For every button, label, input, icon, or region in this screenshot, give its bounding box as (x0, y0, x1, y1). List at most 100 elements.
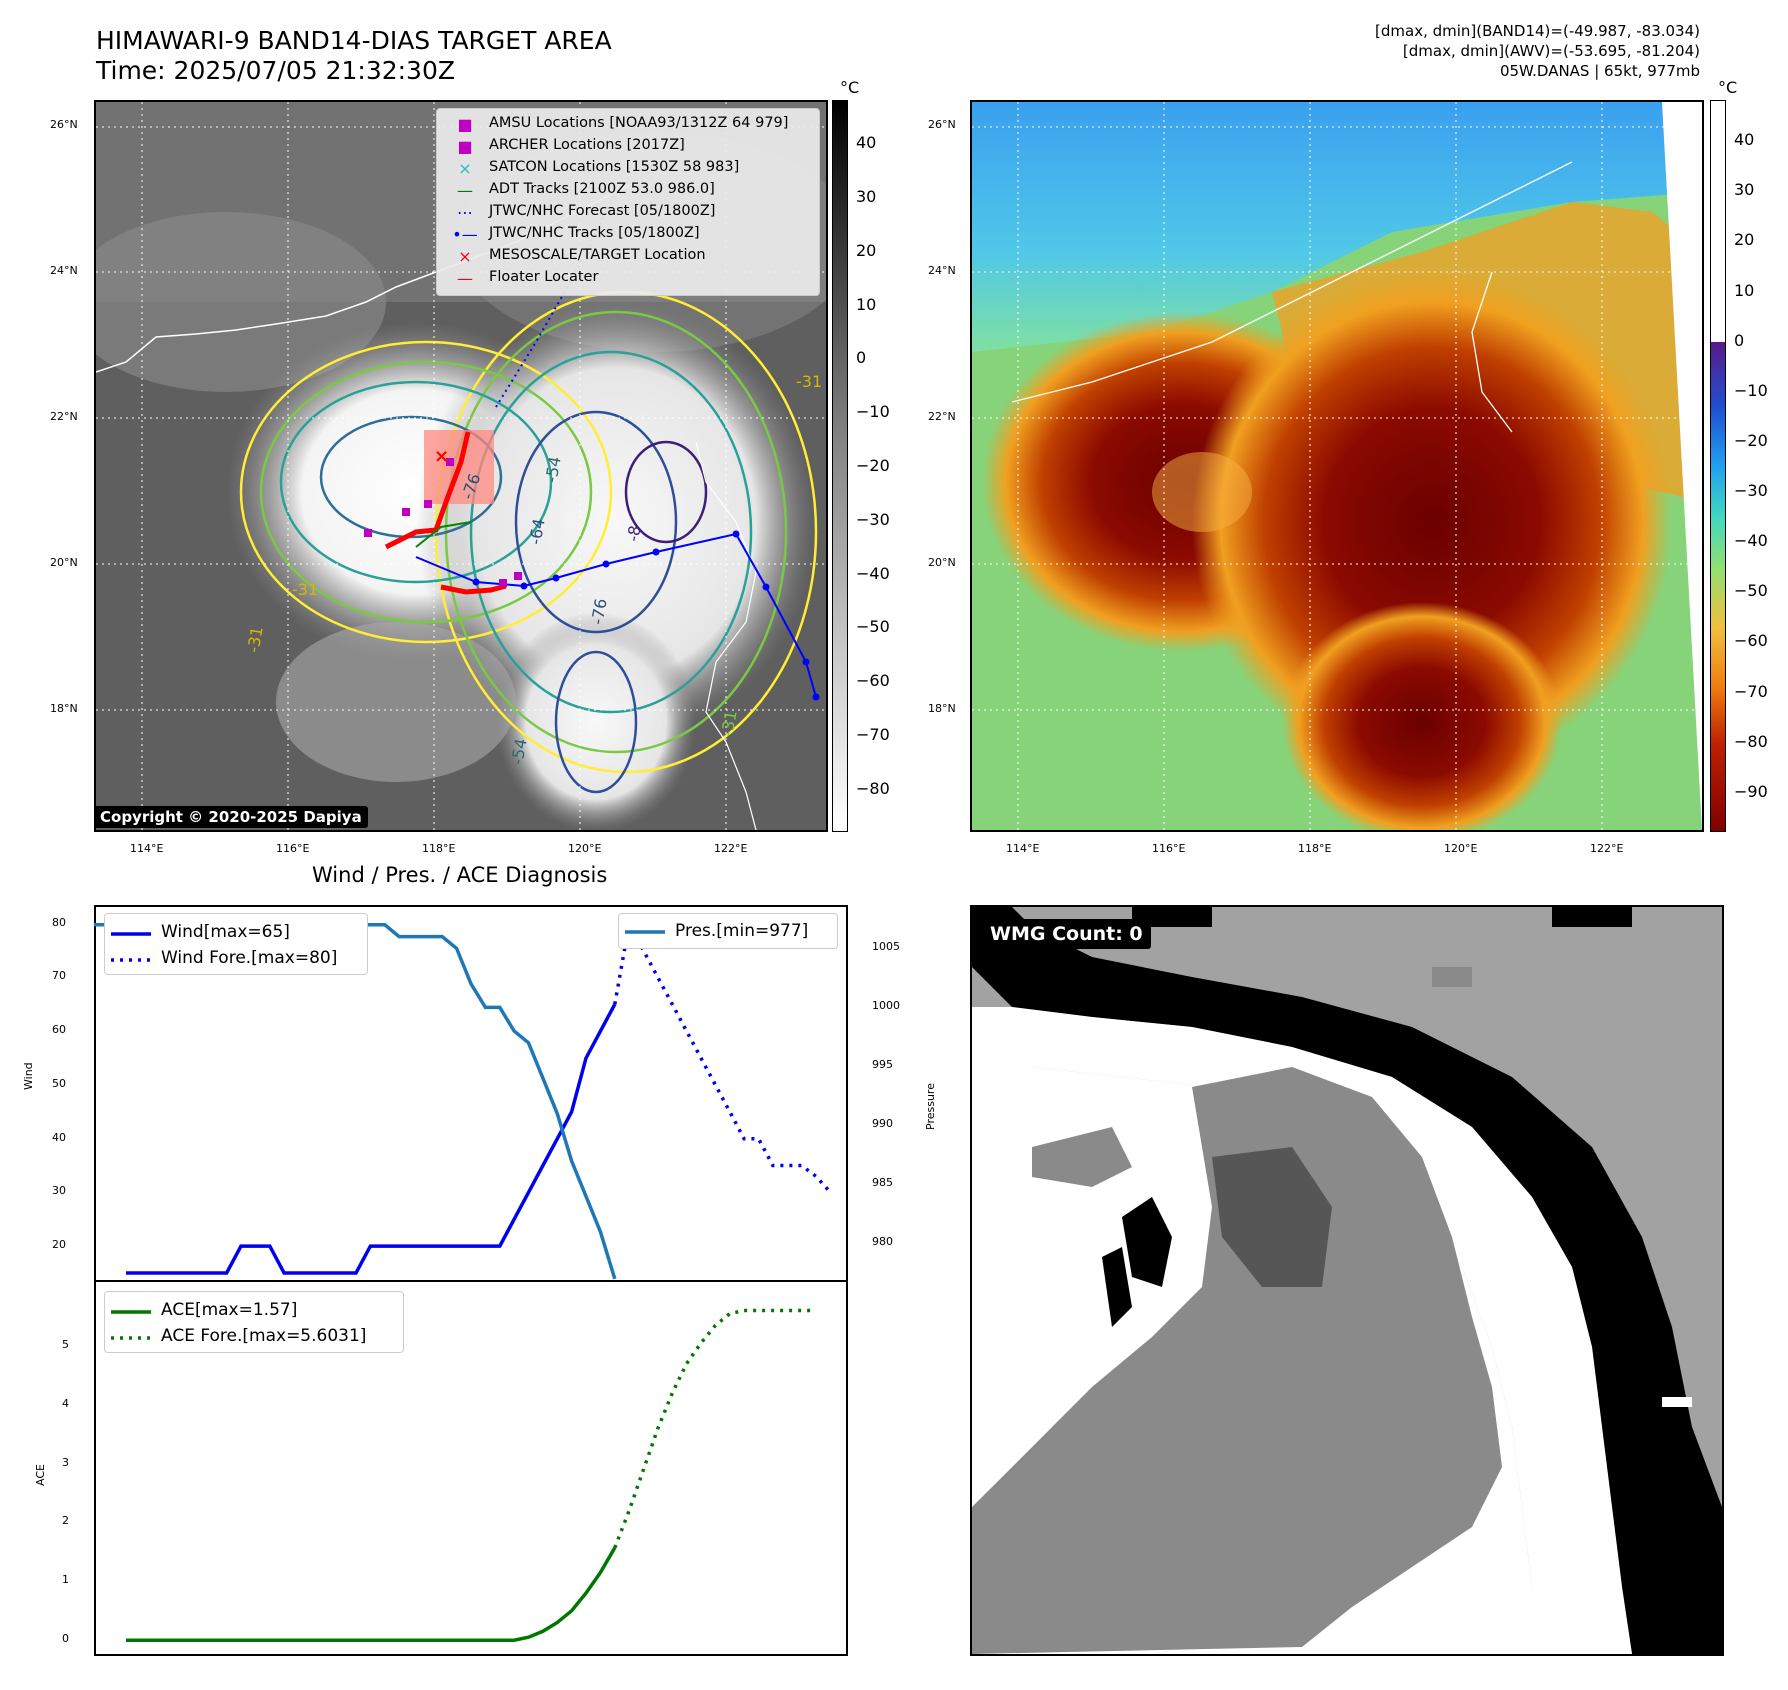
wind-tick-label: 20 (52, 1238, 66, 1252)
lat-tick: 20°N (50, 556, 78, 569)
gray-colorbar-tick: −60 (856, 671, 890, 691)
color-colorbar-tick: −40 (1734, 531, 1768, 551)
wmg-panel: WMG Count: 0 (970, 905, 1724, 1656)
color-colorbar-tick: 0 (1734, 330, 1745, 350)
lon-tick: 116°E (276, 842, 310, 855)
lat-tick: 20°N (928, 556, 956, 569)
wind-tick-label: 30 (52, 1184, 66, 1198)
pressure-series-line (54, 923, 617, 1280)
gray-colorbar-tick: −70 (856, 725, 890, 745)
legend-label: AMSU Locations [NOAA93/1312Z 64 979] (489, 115, 789, 131)
gray-colorbar-tick: 20 (856, 240, 877, 260)
legend-symbol: × (458, 247, 472, 266)
legend-label: JTWC/NHC Tracks [05/1800Z] (489, 225, 700, 241)
color-colorbar-tick: −70 (1734, 681, 1768, 701)
lat-tick: 18°N (928, 702, 956, 715)
dmax-awv-text: [dmax, dmin](AWV)=(-53.695, -81.204) (1402, 42, 1700, 60)
gray-colorbar-tick: 30 (856, 186, 877, 206)
gray-colorbar-tick: −40 (856, 563, 890, 583)
diagnosis-title: Wind / Pres. / ACE Diagnosis (312, 863, 608, 887)
contour-label: -8 (623, 523, 645, 544)
legend-label: JTWC/NHC Forecast [05/1800Z] (489, 203, 716, 219)
lat-tick: 24°N (50, 264, 78, 277)
figure-title-line2: Time: 2025/07/05 21:32:30Z (96, 56, 455, 85)
lon-tick: 120°E (1444, 842, 1478, 855)
ace-plot-frame (94, 1280, 848, 1656)
lon-tick: 114°E (1006, 842, 1040, 855)
color-colorbar-tick: −50 (1734, 581, 1768, 601)
wind-tick-label: 50 (52, 1076, 66, 1090)
wind-series-line (126, 1003, 617, 1275)
legend-item-jtwc-tracks: •— JTWC/NHC Tracks [05/1800Z] (437, 225, 819, 247)
pressure-tick-label: 1005 (872, 940, 900, 954)
wind-legend: Wind[max=65] Wind Fore.[max=80] (104, 913, 368, 975)
awv-map-panel (970, 100, 1704, 832)
pressure-axis-label: Pressure (924, 1083, 937, 1130)
legend-symbol: ■ (457, 137, 473, 156)
wind-axis-label: Wind (22, 1062, 35, 1090)
ace-tick-label: 2 (62, 1514, 69, 1528)
legend-symbol: •— (452, 225, 478, 244)
ace-legend-swatches (111, 1310, 151, 1340)
adt-track (415, 521, 472, 548)
contour-label: -31 (796, 372, 823, 391)
color-colorbar-tick: 20 (1734, 230, 1755, 250)
legend-label: MESOSCALE/TARGET Location (489, 247, 706, 263)
lon-tick: 118°E (422, 842, 456, 855)
wind-tick-label: 70 (52, 969, 66, 983)
gray-colorbar-tick: 40 (856, 133, 877, 153)
pressure-legend: Pres.[min=977] (618, 913, 838, 949)
ace-tick-label: 5 (62, 1337, 69, 1351)
legend-item-adt: — ADT Tracks [2100Z 53.0 986.0] (437, 181, 819, 203)
lat-tick: 18°N (50, 702, 78, 715)
ace-tick-label: 0 (62, 1632, 69, 1646)
contour-label: -31 (292, 580, 319, 599)
awv-map-image (972, 102, 1702, 830)
wind-legend-swatches (111, 932, 151, 962)
wmg-count-badge: WMG Count: 0 (982, 919, 1151, 949)
color-colorbar-tick: −60 (1734, 631, 1768, 651)
lat-tick: 22°N (50, 410, 78, 423)
ace-series-line (126, 1546, 617, 1642)
wmg-image (972, 907, 1722, 1654)
pressure-legend-swatch (625, 930, 665, 934)
lon-tick: 122°E (714, 842, 748, 855)
ace-legend: ACE[max=1.57] ACE Fore.[max=5.6031] (104, 1291, 404, 1353)
pressure-tick-label: 985 (872, 1176, 893, 1190)
legend-item-satcon: × SATCON Locations [1530Z 58 983] (437, 159, 819, 181)
diagnosis-chart-svg (54, 905, 848, 1656)
amsu-locations (364, 458, 522, 587)
color-colorbar-tick: −80 (1734, 731, 1768, 751)
wind-forecast-legend-label: Wind Fore.[max=80] (161, 948, 338, 968)
diagnosis-chart: Wind[max=65] Wind Fore.[max=80] Pres.[mi… (54, 905, 848, 1656)
ir-map-legend: ■ AMSU Locations [NOAA93/1312Z 64 979] ■… (436, 108, 820, 296)
pressure-tick-label: 995 (872, 1058, 893, 1072)
ir-map-panel: × -31 -54 -76 -64 -8 -76 -31 -31 -31 -54… (94, 100, 828, 832)
ace-forecast-legend-label: ACE Fore.[max=5.6031] (161, 1326, 367, 1346)
wind-tick-label: 40 (52, 1130, 66, 1144)
dmax-band14-text: [dmax, dmin](BAND14)=(-49.987, -83.034) (1375, 22, 1700, 40)
gray-colorbar-tick: −30 (856, 509, 890, 529)
ace-forecast-series-line (613, 1308, 816, 1549)
color-colorbar-tick: 40 (1734, 130, 1755, 150)
lat-tick: 24°N (928, 264, 956, 277)
color-colorbar-tick: 30 (1734, 180, 1755, 200)
legend-item-archer: ■ ARCHER Locations [2017Z] (437, 137, 819, 159)
pressure-tick-label: 1000 (872, 999, 900, 1013)
color-colorbar-tick: −30 (1734, 481, 1768, 501)
legend-symbol: × (458, 159, 472, 178)
wind-tick-label: 80 (52, 915, 66, 929)
legend-item-jtwc-forecast: ⋯ JTWC/NHC Forecast [05/1800Z] (437, 203, 819, 225)
copyright-badge: Copyright © 2020-2025 Dapiya (96, 806, 368, 828)
legend-symbol: — (457, 269, 473, 288)
lat-tick: 26°N (50, 118, 78, 131)
color-colorbar-unit: °C (1718, 78, 1738, 97)
lon-tick: 122°E (1590, 842, 1624, 855)
ace-tick-label: 4 (62, 1396, 69, 1410)
gray-colorbar-tick: 10 (856, 294, 877, 314)
wind-forecast-series-line (613, 918, 832, 1194)
ace-legend-label: ACE[max=1.57] (161, 1300, 298, 1320)
target-location-marker: × (434, 446, 449, 467)
legend-symbol: — (457, 181, 473, 200)
legend-label: ARCHER Locations [2017Z] (489, 137, 685, 153)
